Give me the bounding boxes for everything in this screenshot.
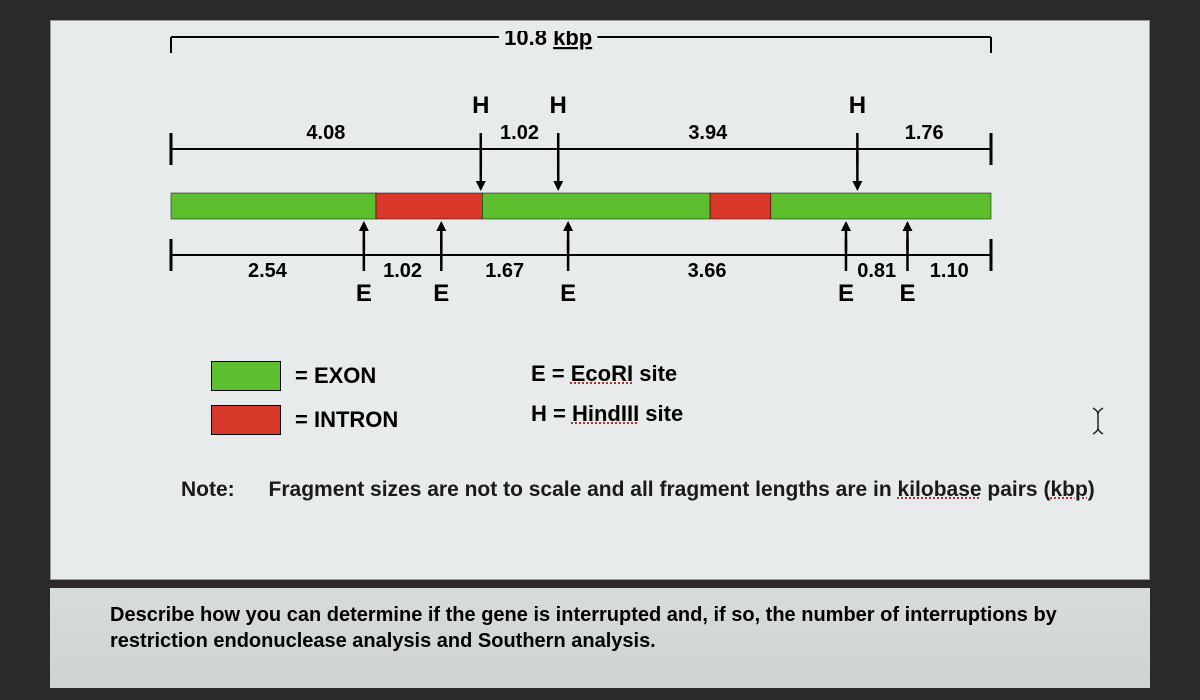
note-row: Note: Fragment sizes are not to scale an… <box>181 476 1109 504</box>
svg-text:1.76: 1.76 <box>905 122 944 144</box>
svg-text:1.10: 1.10 <box>930 260 969 282</box>
hindiii-name: HindIII <box>572 401 639 426</box>
svg-text:E: E <box>838 280 854 307</box>
svg-text:H: H <box>849 92 866 119</box>
legend-exon-swatch <box>211 361 281 391</box>
question-text: Describe how you can determine if the ge… <box>50 588 1150 654</box>
svg-text:0.81: 0.81 <box>857 260 896 282</box>
svg-text:H: H <box>550 92 567 119</box>
note-label: Note: <box>181 478 235 501</box>
svg-text:E: E <box>433 280 449 307</box>
legend-intron-swatch <box>211 405 281 435</box>
svg-text:3.66: 3.66 <box>688 260 727 282</box>
svg-text:4.08: 4.08 <box>306 122 345 144</box>
svg-text:1.02: 1.02 <box>500 122 539 144</box>
svg-text:10.8 kbp: 10.8 kbp <box>504 31 592 50</box>
page-root: 10.8 kbp 4.08 1.02 3.94 1.76 H H H 2.54 1.02 1.67 3… <box>0 0 1200 700</box>
svg-text:E: E <box>356 280 372 307</box>
legend-exon-label: = EXON <box>295 363 376 389</box>
question-wrap: Describe how you can determine if the ge… <box>50 588 1150 654</box>
legend-intron-label: = INTRON <box>295 407 398 433</box>
svg-text:3.94: 3.94 <box>688 122 728 144</box>
svg-text:1.67: 1.67 <box>485 260 524 282</box>
legend-hindiii: H = HindIII site <box>531 401 683 427</box>
text-cursor-icon <box>1087 406 1109 436</box>
svg-text:E: E <box>899 280 915 307</box>
svg-text:H: H <box>472 92 489 119</box>
figure-panel: 10.8 kbp 4.08 1.02 3.94 1.76 H H H 2.54 1.02 1.67 3… <box>50 20 1150 580</box>
svg-text:1.02: 1.02 <box>383 260 422 282</box>
ecori-name: EcoRI <box>571 361 633 386</box>
svg-text:2.54: 2.54 <box>248 260 288 282</box>
legend-exon-row: = EXON <box>211 361 398 391</box>
note-body: Fragment sizes are not to scale and all … <box>269 478 1095 501</box>
legend-block: = EXON = INTRON <box>211 361 398 449</box>
svg-text:E: E <box>560 280 576 307</box>
site-legend-block: E = EcoRI site H = HindIII site <box>531 361 683 427</box>
legend-intron-row: = INTRON <box>211 405 398 435</box>
restriction-map-diagram: 10.8 kbp 4.08 1.02 3.94 1.76 H H H 2.54 1.02 1.67 3… <box>81 31 1081 351</box>
legend-ecori: E = EcoRI site <box>531 361 683 387</box>
